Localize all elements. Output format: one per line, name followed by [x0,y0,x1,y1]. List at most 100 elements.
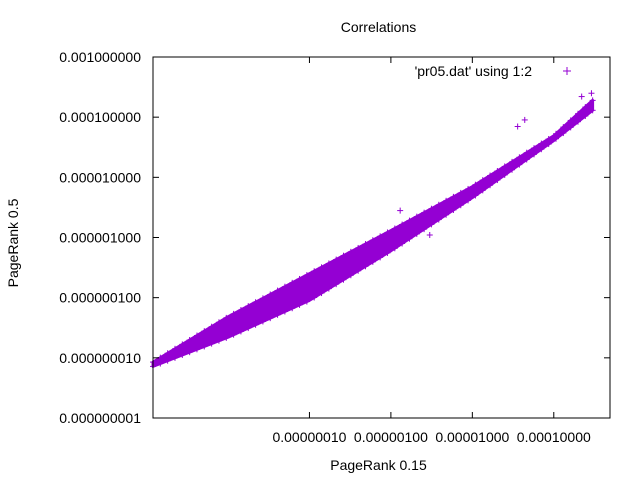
data-point [435,201,442,208]
data-point [215,337,222,344]
data-point [377,233,384,240]
data-point [223,314,230,321]
data-point [443,211,450,218]
data-point [237,328,244,335]
data-point [289,279,296,286]
data-point [186,336,193,343]
data-point [179,341,186,348]
data-point [318,290,325,297]
data-point [589,97,596,104]
data-point [325,260,332,267]
data-point [311,268,318,275]
data-point [303,298,310,305]
data-point [472,181,479,188]
data-point [582,112,589,119]
y-tick-label: 0.000100000 [59,109,141,125]
data-point [509,166,516,173]
data-point [355,244,362,251]
data-point [413,230,420,237]
data-point [201,343,208,350]
data-point [267,291,274,298]
data-point [340,276,347,283]
data-point [193,332,200,339]
data-point [538,146,545,153]
data-point [223,334,230,341]
data-point [479,177,486,184]
x-tick-label: 0.00001000 [435,429,509,445]
data-point [208,323,215,330]
data-point [514,123,521,130]
data-point [245,303,252,310]
data-point [531,145,538,152]
data-point [230,331,237,338]
x-tick-label: 0.00000010 [272,429,346,445]
data-point [560,124,567,131]
data-point [311,294,318,301]
data-point [523,156,530,163]
point-cloud-band [151,98,595,368]
data-point [391,245,398,252]
data-point [443,197,450,204]
data-point [281,283,288,290]
data-point [259,295,266,302]
data-point [582,104,589,111]
data-point [369,258,376,265]
data-point [347,272,354,279]
data-point [391,225,398,232]
y-tick-label: 0.000001000 [59,230,141,246]
data-point [421,209,428,216]
data-point [369,237,376,244]
data-point [501,163,508,170]
data-point [193,346,200,353]
data-point [274,287,281,294]
data-point [589,107,596,114]
data-point [274,311,281,318]
data-point [296,301,303,308]
data-point [574,110,581,117]
data-point [406,217,413,224]
data-point [509,158,516,165]
legend-label: 'pr05.dat' using 1:2 [415,63,533,79]
data-point [501,171,508,178]
data-point [362,263,369,270]
y-tick-label: 0.000010000 [59,169,141,185]
data-point [289,305,296,312]
data-point [567,124,574,131]
data-point [567,117,574,124]
data-point [472,192,479,199]
data-point [516,154,523,161]
legend-marker [563,67,571,75]
plot-marks [150,90,596,370]
data-point [428,205,435,212]
y-tick-label: 0.001000000 [59,49,141,65]
x-tick-label: 0.00000100 [354,429,428,445]
data-point [397,207,404,214]
data-point [487,182,494,189]
data-point [399,240,406,247]
data-point [199,335,206,342]
data-point [479,187,486,194]
data-point [406,235,413,242]
data-point [457,189,464,196]
data-point [179,352,186,359]
data-point [545,135,552,142]
data-point [215,319,222,326]
data-point [426,232,433,239]
data-point [399,221,406,228]
data-point [252,321,259,328]
data-point [523,149,530,156]
data-point [521,116,528,123]
data-point [384,229,391,236]
data-point [574,118,581,125]
data-point [347,248,354,255]
data-point [465,185,472,192]
data-point [259,318,266,325]
x-axis-label: PageRank 0.15 [330,457,427,473]
data-point [267,315,274,322]
x-tick-label: 0.00010000 [517,429,591,445]
data-point [296,275,303,282]
data-point [457,202,464,209]
axes: 0.00000010 0.00000100 0.00001000 0.00010000… [59,49,610,445]
data-point [318,264,325,271]
data-point [164,350,171,357]
